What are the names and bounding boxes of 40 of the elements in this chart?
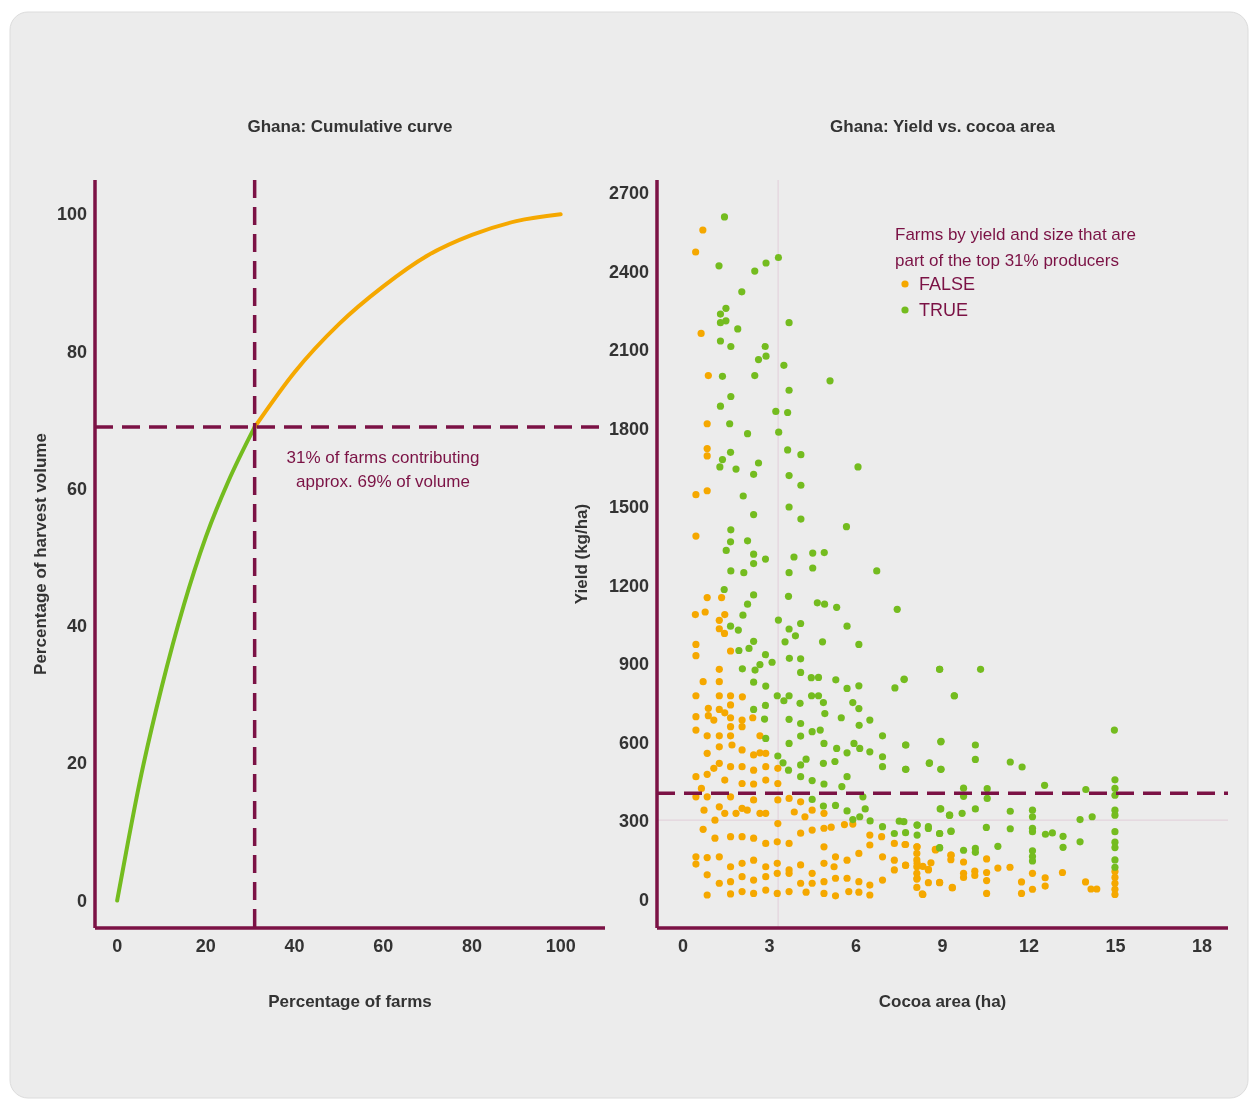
y-tick-label: 1200 <box>608 575 649 596</box>
y-tick-label: 1500 <box>608 497 649 518</box>
y-tick-label: 60 <box>66 478 87 499</box>
y-tick-label: 300 <box>618 811 649 832</box>
x-tick-label: 60 <box>373 936 394 956</box>
y-tick-label: 2700 <box>608 183 649 204</box>
legend-label: FALSE <box>919 274 976 294</box>
chart-title: Ghana: Cumulative curve <box>247 117 453 136</box>
y-tick-label: 0 <box>76 890 87 911</box>
x-tick-label: 0 <box>112 936 123 956</box>
x-tick-label: 80 <box>461 936 482 956</box>
line-series <box>252 212 563 430</box>
y-axis-title: Percentage of harvest volume <box>31 433 50 675</box>
x-tick-label: 18 <box>1192 936 1213 956</box>
legend-title: Farms by yield and size that are part of the top 31% producers <box>895 225 1136 270</box>
x-axis-title: Percentage of farms <box>268 992 432 1011</box>
y-tick-label: 2100 <box>608 340 649 361</box>
x-tick-label: 6 <box>850 936 861 956</box>
y-tick-label: 2400 <box>608 261 649 282</box>
x-tick-label: 15 <box>1105 936 1126 956</box>
y-tick-label: 40 <box>66 616 87 637</box>
y-axis-title: Yield (kg/ha) <box>572 503 591 605</box>
x-tick-label: 3 <box>764 936 775 956</box>
legend-label: TRUE <box>919 300 968 320</box>
x-tick-label: 100 <box>545 936 576 956</box>
x-axis-title: Cocoa area (ha) <box>878 992 1007 1011</box>
y-tick-label: 1800 <box>608 418 649 439</box>
x-tick-label: 12 <box>1019 936 1040 956</box>
annotation: 31% of farms contributing approx. 69% of volume <box>286 448 480 491</box>
x-tick-label: 40 <box>284 936 305 956</box>
y-tick-label: 80 <box>66 341 87 362</box>
chart-title: Ghana: Yield vs. cocoa area <box>830 117 1056 136</box>
x-tick-label: 0 <box>677 936 688 956</box>
x-tick-label: 20 <box>195 936 216 956</box>
x-tick-label: 9 <box>937 936 948 956</box>
y-tick-label: 0 <box>638 889 649 910</box>
y-tick-label: 900 <box>618 654 649 675</box>
y-tick-label: 20 <box>66 753 87 774</box>
y-tick-label: 100 <box>56 204 87 225</box>
y-tick-label: 600 <box>618 732 649 753</box>
